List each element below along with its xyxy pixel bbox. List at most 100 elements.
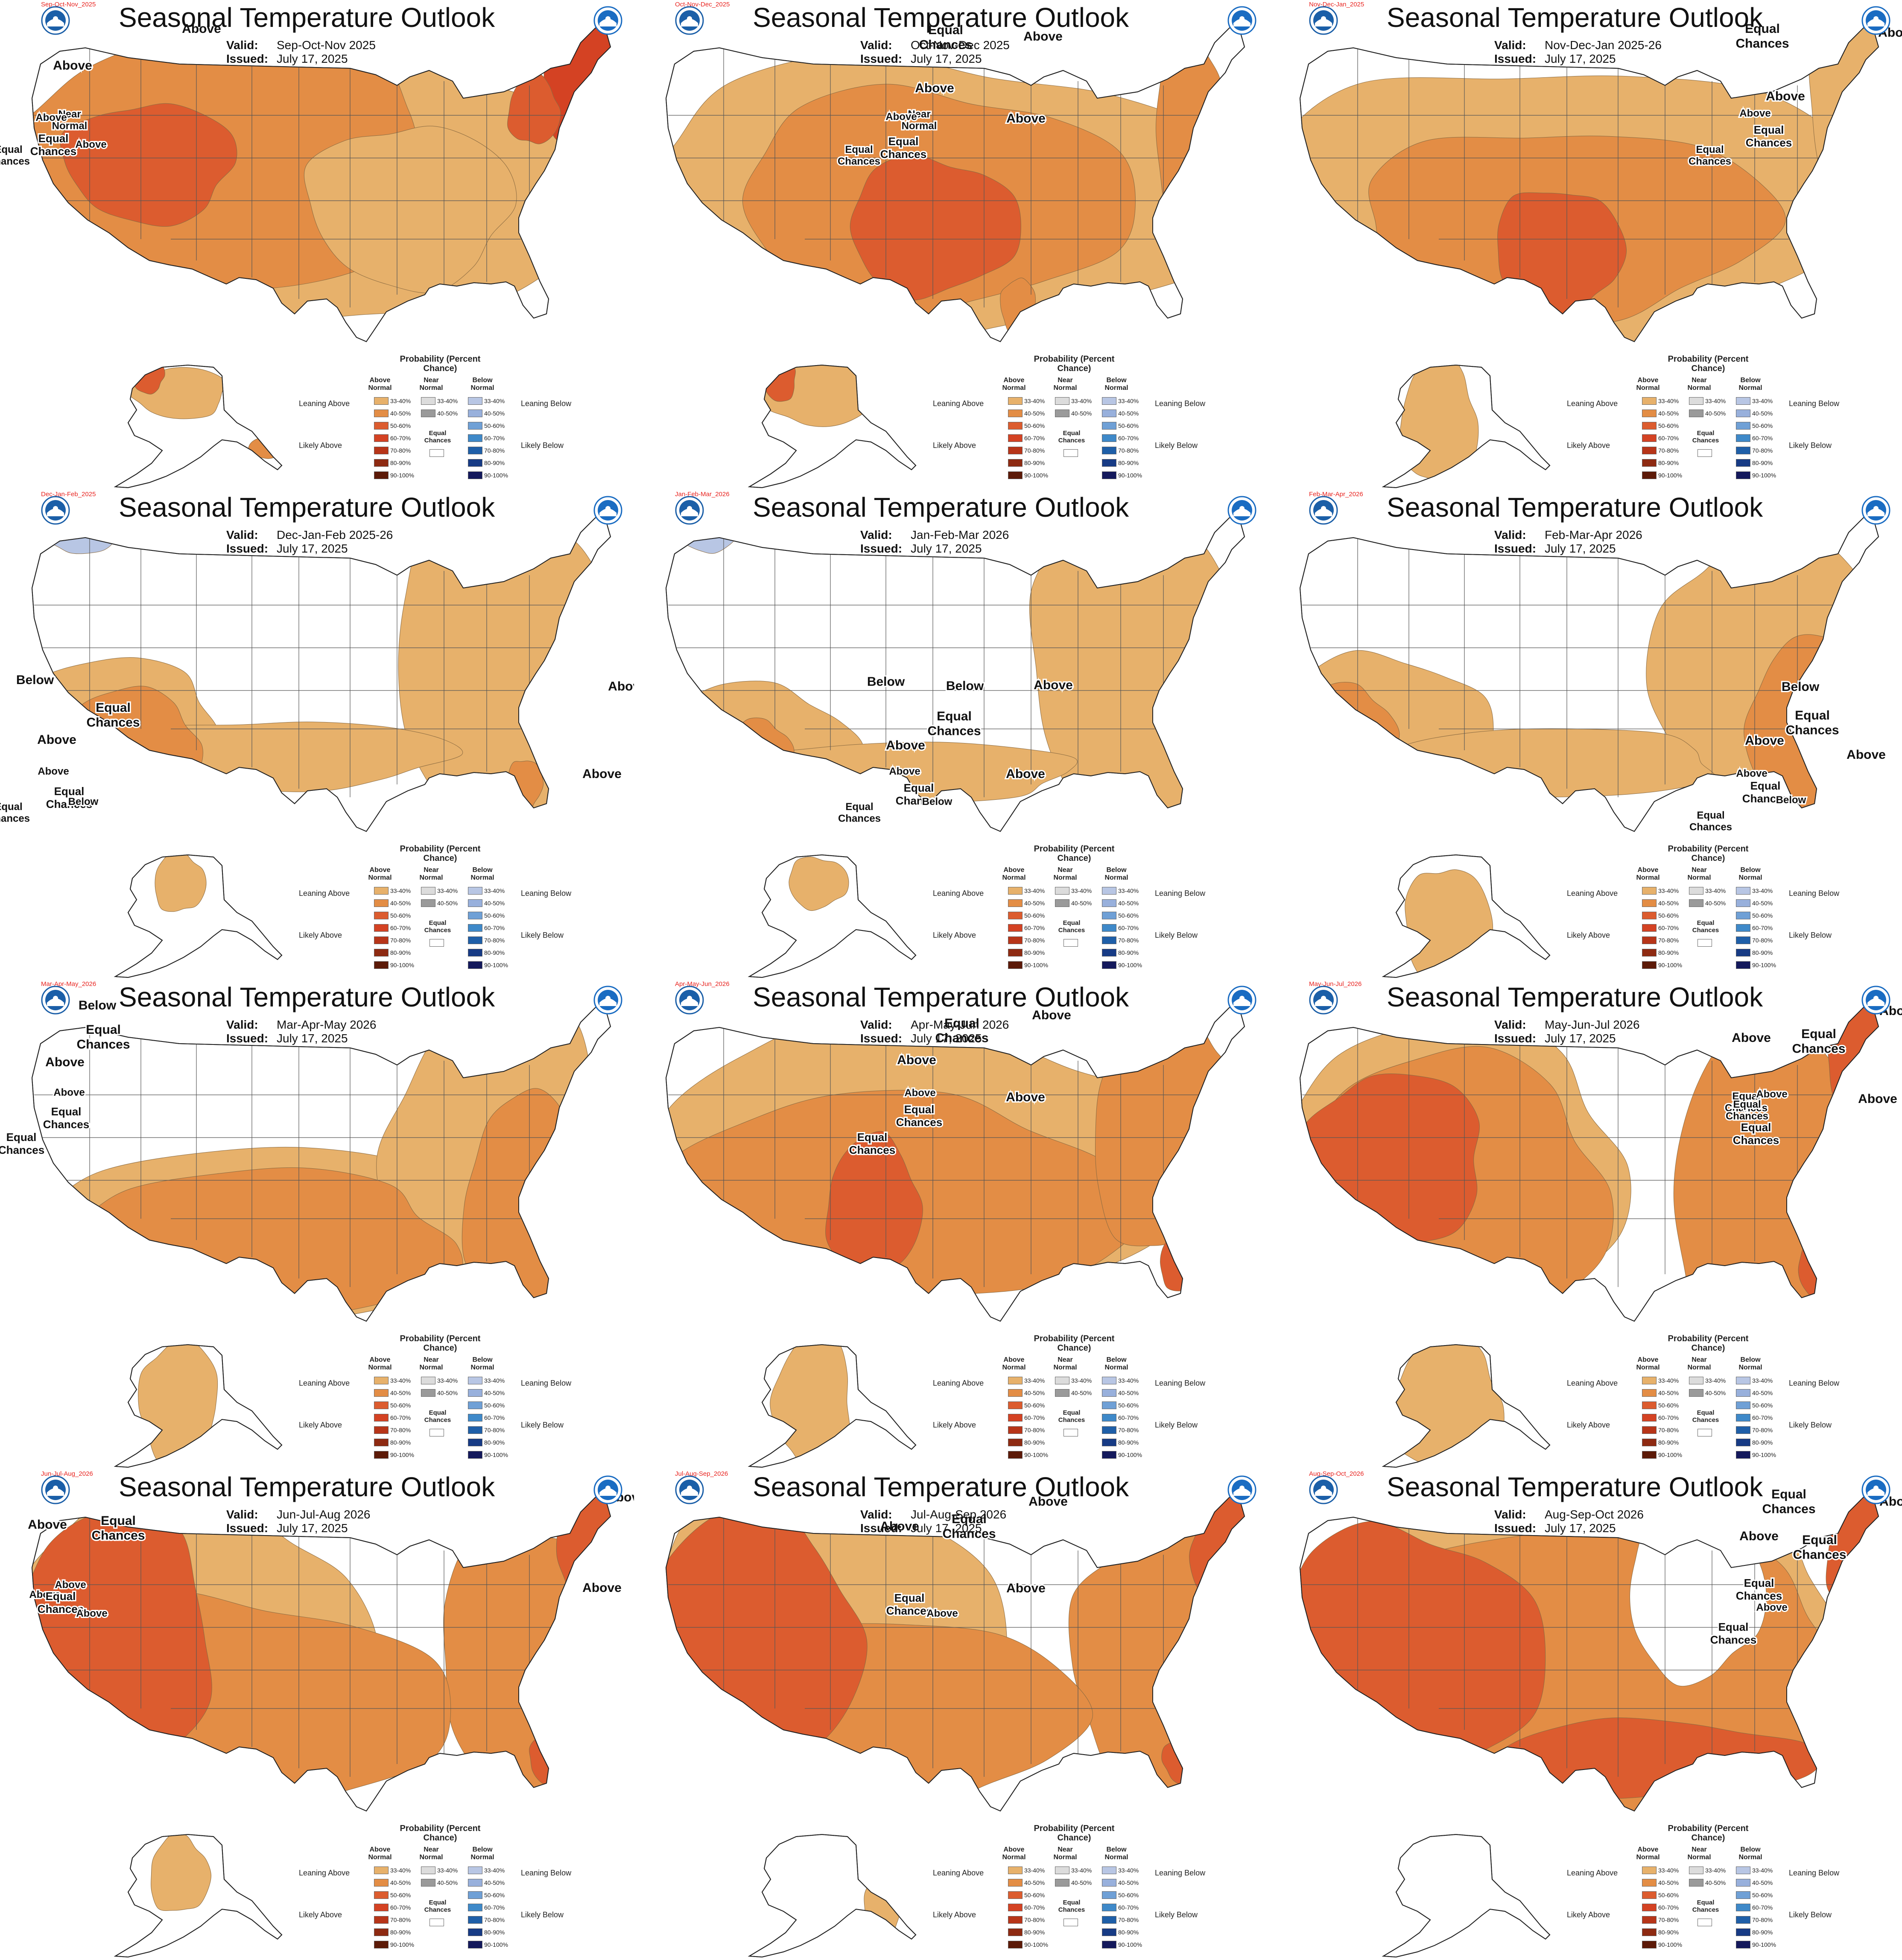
legend-likely-above: Likely Above (299, 931, 342, 939)
below-swatch (468, 471, 482, 479)
near-swatch (421, 1389, 435, 1397)
below-swatch (1736, 1904, 1750, 1911)
nws-logo-icon (1309, 496, 1338, 525)
legend-leaning-below: Leaning Below (1155, 889, 1206, 898)
alaska-border (1382, 364, 1551, 489)
legend-likely-above: Likely Above (1567, 931, 1610, 939)
above-swatch (1008, 1414, 1023, 1422)
near-range-label: 33-40% (1705, 398, 1726, 404)
legend-likely-above: Likely Above (933, 931, 976, 939)
probability-legend: Probability (Percent Chance) Above Normal… (1563, 1824, 1879, 1956)
above-swatch (374, 1377, 389, 1384)
above-swatch (1642, 1377, 1657, 1384)
map-region-label: Below (68, 796, 99, 807)
alaska-border (1382, 1344, 1551, 1468)
near-range-label: 40-50% (437, 900, 458, 907)
above-swatch (1642, 1916, 1657, 1924)
nws-logo-icon (675, 496, 704, 525)
nws-logo-icon (41, 1475, 70, 1504)
above-swatch (374, 447, 389, 454)
issued-date: July 17, 2025 (277, 1032, 348, 1045)
below-swatch (1736, 1916, 1750, 1924)
near-swatch (421, 1879, 435, 1887)
legend-leaning-above: Leaning Above (933, 889, 984, 898)
above-range-label: 40-50% (1658, 1879, 1679, 1886)
above-swatch (374, 434, 389, 442)
below-range-label: 90-100% (1752, 1451, 1776, 1458)
below-swatch (468, 459, 482, 467)
legend-equal-chances: Equal Chances (1692, 919, 1719, 934)
legend-col-above: Above Normal (368, 377, 392, 392)
map-region-label: Above (29, 1589, 60, 1600)
issued-date: July 17, 2025 (911, 1521, 982, 1535)
above-swatch (1642, 899, 1657, 907)
above-range-label: 50-60% (1658, 1892, 1679, 1899)
map-region-label: Near Normal (52, 108, 88, 132)
below-swatch (1102, 899, 1116, 907)
noaa-logo-icon (1861, 986, 1890, 1015)
near-range-label: 40-50% (1071, 1390, 1092, 1396)
map-region-label: Above (1756, 1088, 1787, 1100)
above-swatch (374, 459, 389, 467)
below-swatch (1736, 1866, 1750, 1874)
above-swatch (1008, 924, 1023, 932)
above-swatch (374, 397, 389, 405)
issued-date: July 17, 2025 (1545, 542, 1616, 555)
issued-label: Issued: (226, 542, 269, 555)
above-range-label: 90-100% (1658, 1941, 1683, 1948)
above-range-label: 80-90% (1658, 459, 1679, 466)
legend-likely-below: Likely Below (1155, 1421, 1198, 1429)
valid-period: Nov-Dec-Jan 2025-26 (1545, 38, 1662, 52)
below-range-label: 50-60% (1118, 912, 1139, 919)
alaska-border (114, 1834, 283, 1958)
noaa-logo-icon (1227, 6, 1256, 35)
outlook-panel: AboveEqualChancesAboveAboveAboveAboveEqu… (0, 1469, 634, 1959)
valid-label: Valid: (226, 1018, 258, 1031)
below-swatch (1102, 1928, 1116, 1936)
map-region-label: Below (79, 998, 117, 1012)
above-range-label: 40-50% (1658, 410, 1679, 417)
valid-period: Oct-Nov-Dec 2025 (911, 38, 1010, 52)
above-range-label: 70-80% (1658, 1916, 1679, 1923)
valid-period: Sep-Oct-Nov 2025 (277, 38, 376, 52)
above-swatch (1008, 1916, 1023, 1924)
above-range-label: 50-60% (1658, 422, 1679, 429)
below-swatch (468, 410, 482, 417)
below-range-label: 90-100% (484, 1941, 508, 1948)
map-region-label: Above (1858, 1092, 1897, 1106)
below-swatch (1102, 924, 1116, 932)
above-range-label: 50-60% (1658, 1402, 1679, 1409)
below-range-label: 33-40% (1752, 887, 1773, 894)
valid-label: Valid: (1494, 528, 1526, 541)
alaska-border (114, 1344, 283, 1468)
probability-region (1160, 1228, 1212, 1291)
below-swatch (468, 1426, 482, 1434)
below-swatch (468, 1377, 482, 1384)
above-swatch (1008, 471, 1023, 479)
below-range-label: 50-60% (1752, 912, 1773, 919)
legend-col-near: Near Normal (1053, 866, 1077, 881)
below-swatch (1736, 887, 1750, 895)
legend-leaning-below: Leaning Below (1789, 1869, 1840, 1877)
probability-region (60, 103, 237, 227)
legend-col-below: Below Normal (1738, 377, 1762, 392)
probability-legend: Probability (Percent Chance) Above Normal… (929, 1334, 1245, 1466)
below-range-label: 33-40% (484, 398, 505, 404)
below-swatch (1736, 471, 1750, 479)
above-swatch (1642, 1941, 1657, 1948)
alaska-outline (1382, 1834, 1551, 1958)
outlook-map: AboveEqualChancesAboveAboveEqualChancesA… (1299, 1003, 1902, 1468)
above-range-label: 50-60% (390, 1402, 411, 1409)
valid-label: Valid: (860, 528, 892, 541)
above-swatch (374, 471, 389, 479)
legend-equal-chances: Equal Chances (1058, 919, 1085, 934)
issued-date: July 17, 2025 (911, 1032, 982, 1045)
probability-region (151, 1833, 211, 1911)
map-region-label: Above (1028, 1495, 1068, 1509)
